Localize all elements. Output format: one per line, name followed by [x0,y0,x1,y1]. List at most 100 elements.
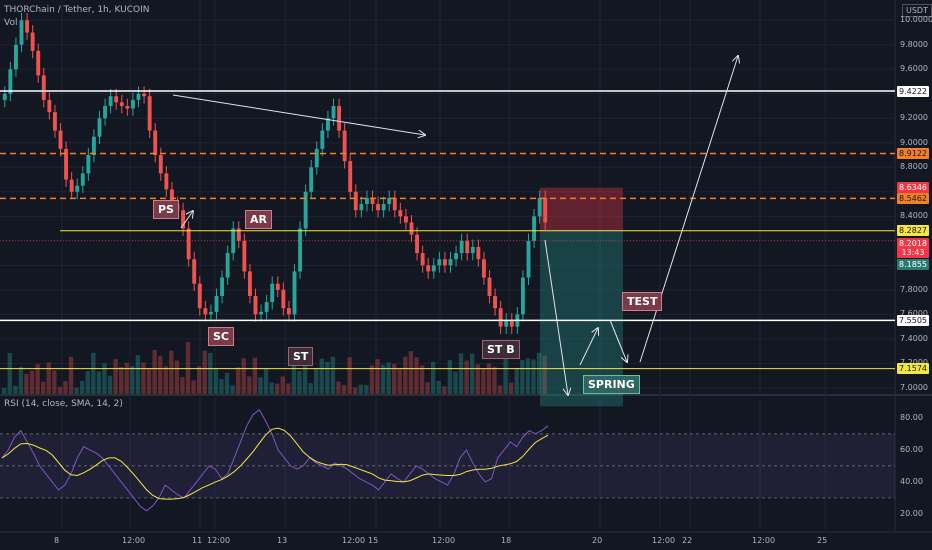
candle-body [103,106,108,119]
volume-bar [275,383,280,394]
volume-bar [408,351,414,394]
time-tick-label: 12:00 [207,536,231,545]
volume-bar [503,357,508,394]
volume-bar [180,377,185,394]
stop-loss-zone [540,187,623,231]
candle-body [353,191,358,211]
volume-bar [146,368,152,394]
candle-body [286,308,291,315]
volume-bar [52,370,57,394]
volume-bar [74,387,79,394]
volume-bar [403,356,408,394]
candle-body [8,69,13,94]
candle-body [97,118,102,137]
volume-bar [46,362,51,394]
candle-body [392,197,397,211]
rsi-tick-label: 20.00 [900,508,923,518]
volume-bar [364,385,369,394]
candle-body [459,240,464,254]
candle-body [454,253,459,260]
volume-bar [208,353,213,394]
candle-body [58,130,63,149]
price-tick-label: 8.8000 [900,162,928,172]
candle-body [387,197,392,205]
candle-body [426,265,431,272]
candle-body [348,161,353,192]
currency-unit-button[interactable]: USDT [902,4,932,17]
volume-bar [509,382,514,394]
candle-body [130,99,135,109]
volume-bar [80,381,85,394]
time-tick-label: 12:00 [122,536,146,545]
candle-body [409,222,414,235]
price-tick-label: 7.2000 [900,358,928,367]
candle-body [337,106,342,131]
price-badge: 7.5505 [897,314,929,326]
candle-body [537,197,542,217]
volume-bar [330,356,336,394]
price-tick-label: 7.4000 [900,333,928,343]
price-badge: 8.2018 [897,237,929,249]
volume-bar [286,383,291,394]
price-badge: 9.4222 [897,85,929,97]
volume-bar [425,382,430,394]
volume-bar [442,386,447,394]
volume-bar [419,365,425,394]
candle-body [275,283,280,290]
time-tick-label: 12:00 [342,536,366,545]
volume-bar [492,366,497,394]
volume-bar [91,352,96,394]
volume-bar [29,370,35,394]
candle-body [470,246,475,254]
candle-body [504,320,509,327]
volume-bar [453,371,458,394]
volume-bar [119,366,124,394]
volume-bar [375,359,380,394]
wyckoff-label-st-b: ST B [482,340,520,359]
volume-bar [297,371,302,394]
candle-body [108,96,113,107]
candle-body [192,259,197,284]
volume-bar [230,385,235,394]
time-tick-label: 25 [817,536,828,545]
time-tick-label: 8 [54,536,60,545]
candle-body [208,311,213,315]
candle-body [142,93,147,97]
candle-body [403,216,408,223]
volume-bar [68,356,74,394]
candle-body [493,295,498,309]
rsi-tick-label: 40.00 [900,476,923,486]
candle-body [342,130,347,162]
rsi-tick-label: 80.00 [900,412,923,422]
candle-body [465,240,470,254]
volume-bar [431,361,436,394]
candle-body [69,179,74,192]
volume-bar [347,357,352,394]
volume-bar [124,362,129,394]
volume-bar [185,342,191,394]
candle-body [314,148,319,168]
volume-bar [336,381,341,394]
candle-body [281,289,286,309]
candle-body [52,112,57,131]
candle-body [415,234,420,254]
price-tick-label: 9.8000 [900,39,928,49]
candle-body [359,204,364,211]
volume-bar [325,361,330,394]
candle-body [25,20,30,33]
price-tick-label: 9.0000 [900,137,928,147]
candle-body [214,295,219,312]
candle-body [309,167,314,192]
candle-body [86,155,91,174]
candle-body [2,93,7,100]
volume-bar [258,377,263,394]
volume-bar [414,357,419,394]
candle-body [520,277,525,315]
volume-bar [263,368,269,394]
candle-body [158,155,163,174]
volume-bar [464,360,469,394]
candle-body [442,259,447,266]
volume-bar [291,350,297,394]
volume-bar [197,366,202,394]
